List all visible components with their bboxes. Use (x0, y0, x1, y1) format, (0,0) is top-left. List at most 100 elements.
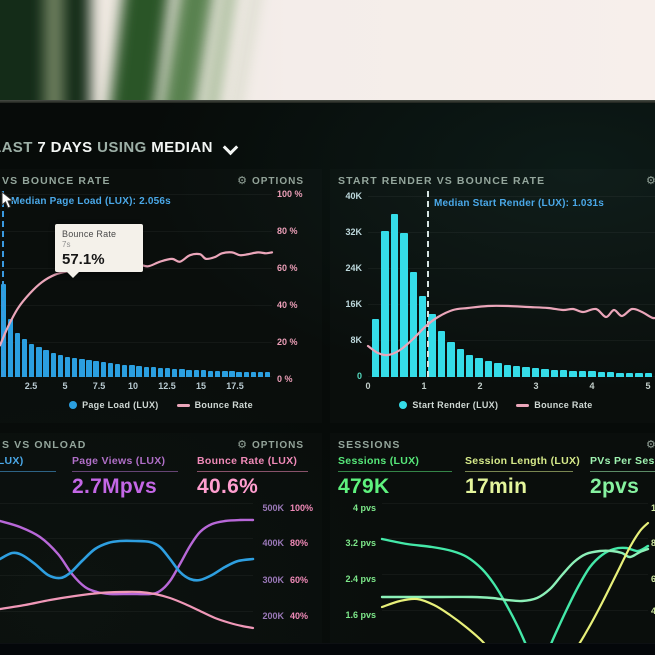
histogram-bar (409, 272, 417, 377)
histogram-bar (64, 356, 71, 377)
bounce-rate-line (0, 251, 274, 347)
gridline (382, 610, 648, 611)
histogram-bar (484, 361, 493, 377)
metric-value: 479K (338, 475, 390, 498)
metric-label: Bounce Rate (LUX) (197, 455, 298, 467)
percent-tick: 80% (290, 538, 309, 548)
histogram-bar (164, 368, 171, 377)
legend-label: Page Load (LUX) (82, 400, 159, 410)
metric-onload: (LUX) (0, 455, 56, 472)
percent-tick: 40% (290, 611, 309, 621)
percent-tick: 60% (290, 575, 309, 585)
gridline (368, 376, 655, 377)
histogram-bar (635, 373, 643, 377)
right-axis-row: 300K 60% (256, 575, 312, 585)
count-tick: 400K (262, 538, 284, 548)
histogram-bar (257, 372, 264, 377)
legend-label: Bounce Rate (194, 400, 253, 410)
clipped-right-tick: 8 (651, 538, 655, 548)
legend-label: Bounce Rate (534, 400, 593, 410)
options-button[interactable]: ⚙ OPTIONS (237, 174, 304, 187)
gridline (368, 340, 655, 341)
panel-title: VS BOUNCE RATE (2, 175, 111, 187)
chevron-down-icon[interactable] (223, 139, 239, 155)
gridline (368, 232, 655, 233)
histogram-bar (475, 358, 483, 377)
histogram-bar (390, 214, 399, 377)
bounce-rate-line (366, 304, 655, 357)
legend-dot-icon (399, 401, 408, 409)
tooltip: Bounce Rate 7s 57.1% (55, 224, 143, 278)
y-axis-tick: 80 % (277, 226, 298, 236)
metric-value: 2pvs (590, 475, 640, 498)
clipped-right-tick: 4 (651, 606, 655, 616)
histogram-bar (86, 360, 92, 377)
page-load-histogram[interactable]: Bounce Rate 7s 57.1% (0, 190, 274, 377)
sessions-line-chart[interactable] (380, 499, 650, 655)
start-render-histogram[interactable] (366, 191, 655, 377)
metric-value: 17min (465, 475, 528, 498)
histogram-bar (107, 363, 114, 377)
histogram-bar (157, 367, 164, 377)
y-axis-tick: 16K (345, 299, 362, 309)
histogram-bar (456, 349, 464, 377)
panel-title: START RENDER VS BOUNCE RATE (338, 175, 546, 187)
x-axis-tick: 3 (533, 381, 539, 391)
gridline (368, 196, 655, 197)
panel-sessions: SESSIONS ⚙ Sessions (LUX) 479K Session L… (330, 433, 655, 655)
date-range-selector[interactable]: LAST 7 DAYS USING MEDIAN (0, 139, 239, 156)
x-axis-tick: 2.5 (24, 381, 38, 391)
histogram-bar (578, 370, 587, 377)
x-axis-tick: 5 (62, 381, 68, 391)
tooltip-label: Bounce Rate (62, 229, 117, 239)
gear-icon[interactable]: ⚙ (646, 439, 655, 451)
y-axis-tick: 0 % (277, 374, 293, 384)
legend-line-icon (176, 403, 190, 407)
histogram-bar (29, 343, 35, 377)
legend-dot-icon (69, 401, 78, 409)
right-axis-row: 200K 40% (256, 611, 312, 621)
legend-item: Page Load (LUX) (69, 400, 159, 410)
gear-icon[interactable]: ⚙ (646, 175, 655, 187)
leaf-shape (228, 0, 262, 103)
metric-label: Sessions (LUX) (338, 455, 420, 467)
percent-tick: 100% (290, 503, 314, 513)
histogram-bar (21, 338, 28, 377)
monitor-top-bezel (0, 100, 655, 104)
header-last: LAST (0, 139, 33, 156)
metric-underline (465, 471, 573, 472)
panel-start-render-vs-bounce: START RENDER VS BOUNCE RATE ⚙ Median Sta… (330, 169, 655, 423)
metric-underline (72, 471, 178, 472)
tooltip-x-value: 7s (62, 240, 71, 249)
x-axis-tick: 5 (645, 381, 651, 391)
leaf-shape (44, 0, 64, 103)
metric-session-length: Session Length (LUX) 17min (465, 455, 580, 499)
y-axis-tick: 32K (345, 227, 362, 237)
histogram-bar (50, 352, 56, 377)
gear-icon: ⚙ (237, 175, 248, 187)
panel-title: SESSIONS (338, 439, 401, 451)
histogram-bar (243, 371, 249, 377)
legend-item: Start Render (LUX) (399, 400, 498, 410)
options-button[interactable]: ⚙ OPTIONS (237, 438, 304, 451)
histogram-bar (531, 368, 540, 377)
right-axis-row: 500K 100% (256, 503, 314, 513)
histogram-bar (550, 369, 558, 377)
metric-page-views: Page Views (LUX) 2.7Mpvs (72, 455, 178, 499)
metric-value: 40.6% (197, 475, 259, 498)
gridline (0, 575, 253, 576)
histogram-bar (381, 230, 389, 377)
legend: Start Render (LUX) Bounce Rate (330, 400, 655, 410)
gridline (0, 611, 253, 612)
tooltip-value: 57.1% (62, 251, 105, 268)
mouse-cursor-icon (1, 190, 14, 209)
dashboard-screen: LAST 7 DAYS USING MEDIAN VS BOUNCE RATE … (0, 103, 655, 655)
y-axis-tick: 2.4 pvs (345, 574, 376, 584)
histogram-bar (250, 371, 257, 377)
y-axis-tick: 0 (356, 371, 362, 381)
right-axis-row: 400K 80% (256, 538, 312, 548)
metric-label: (LUX) (0, 455, 24, 467)
header-using: USING (97, 139, 147, 156)
y-axis-tick: 8K (350, 335, 362, 345)
onload-line-chart[interactable] (0, 499, 255, 655)
